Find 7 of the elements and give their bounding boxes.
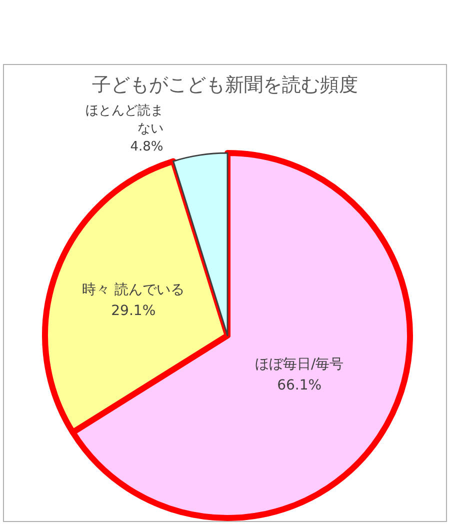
slice-label: 時々 読んでいる bbox=[82, 282, 185, 298]
data-label: 4.8% bbox=[130, 140, 164, 155]
slice-label: ほとんど読まない bbox=[85, 104, 164, 137]
data-label: 29.1% bbox=[111, 302, 156, 319]
chart-title: 子どもがこども新聞を読む頻度 bbox=[92, 74, 358, 96]
data-label: 66.1% bbox=[277, 377, 322, 394]
slice-label: ほぼ毎日/毎号 bbox=[254, 356, 344, 372]
